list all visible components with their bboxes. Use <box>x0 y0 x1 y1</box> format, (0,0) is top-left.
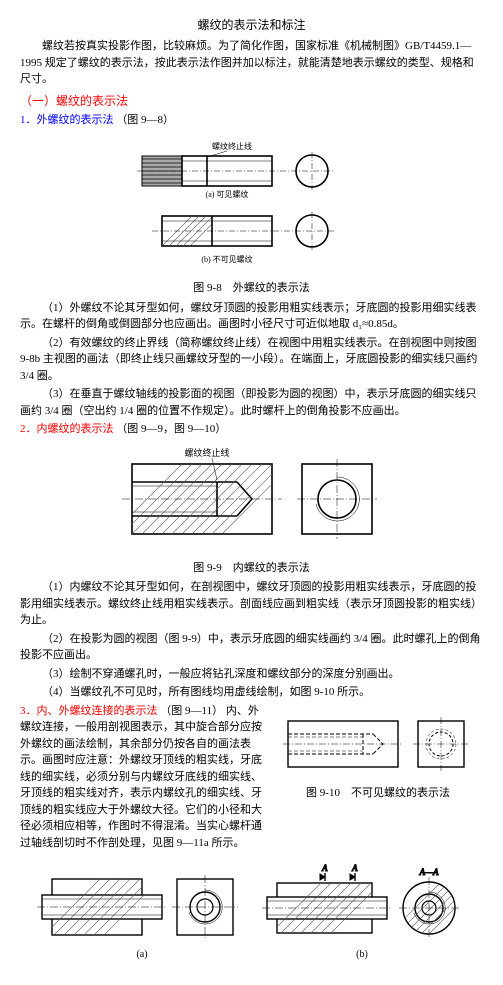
svg-text:A: A <box>351 863 358 873</box>
fig98-label-a: (a) 可见螺纹 <box>205 189 248 199</box>
item-1-label: 1．外螺纹的表示法 <box>20 114 114 126</box>
item3-with-fig910: 3．内、外螺纹连接的表示法 （图 9—11） 内、外螺纹连接，一般用剖视图表示，… <box>20 703 483 852</box>
figure-9-10 <box>273 709 483 779</box>
p-9-8-3: （3）在垂直于螺纹轴线的投影面的视图（即投影为圆的视图）中，表示牙底圆的细实线只… <box>20 386 483 419</box>
fig911-label-b: (b) <box>356 949 368 960</box>
figure-9-10-caption: 图 9-10 不可见螺纹的表示法 <box>273 785 483 802</box>
item-2-label: 2．内螺纹的表示法 <box>20 423 114 435</box>
item-1-ref: （图 9—8） <box>116 114 174 126</box>
fig99-annot: 螺纹终止线 <box>184 447 229 458</box>
intro-paragraph: 螺纹若按真实投影作图，比较麻烦。为了简化作图，国家标准《机械制图》GB/T445… <box>20 38 483 88</box>
page-title: 螺纹的表示法和标注 <box>20 16 483 34</box>
item-2-line: 2．内螺纹的表示法 （图 9—9，图 9—10） <box>20 421 483 438</box>
p-9-9-4: （4）当螺纹孔不可见时，所有图线均用虚线绘制，如图 9-10 所示。 <box>20 684 483 701</box>
fig911-label-a: (a) <box>136 949 147 960</box>
p-9-8-2: （2）有效螺纹的终止界线（简称螺纹终止线）在视图中用粗实线表示。在剖视图中则按图… <box>20 335 483 385</box>
p-9-9-1: （1）内螺纹不论其牙型如何，在剖视图中，螺纹牙顶圆的投影用粗实线表示，牙底圆的投… <box>20 579 483 629</box>
item-1-line: 1．外螺纹的表示法 （图 9—8） <box>20 112 483 129</box>
p-9-9-3: （3）绘制不穿通螺孔时，一般应将钻孔深度和螺纹部分的深度分别画出。 <box>20 666 483 683</box>
svg-text:A: A <box>321 863 328 873</box>
section-heading-1: （一）螺纹的表示法 <box>20 92 483 110</box>
fig98-top-annot: 螺纹终止线 <box>212 141 252 151</box>
figure-9-9-caption: 图 9-9 内螺纹的表示法 <box>20 560 483 577</box>
figure-9-11: (a) A A A—A (b <box>20 857 483 967</box>
fig98-label-b: (b) 不可见螺纹 <box>201 254 252 264</box>
figure-9-8: 螺纹终止线 (a) 可见螺纹 (b) 不可见螺纹 <box>20 134 483 274</box>
item-3-body: 内、外螺纹连接，一般用剖视图表示，其中旋合部分应按外螺纹的画法绘制，其余部分仍按… <box>20 705 262 849</box>
item-2-ref: （图 9—9，图 9—10） <box>116 423 226 435</box>
p-9-8-1: （1）外螺纹不论其牙型如何，螺纹牙顶圆的投影用粗实线表示；牙底圆的投影用细实线表… <box>20 300 483 333</box>
svg-text:A—A: A—A <box>418 867 439 877</box>
figure-9-8-caption: 图 9-8 外螺纹的表示法 <box>20 280 483 297</box>
p-9-9-2: （2）在投影为圆的视图（图 9-9）中，表示牙底圆的细实线画约 3/4 圈。此时… <box>20 631 483 664</box>
figure-9-9: 螺纹终止线 <box>20 444 483 554</box>
